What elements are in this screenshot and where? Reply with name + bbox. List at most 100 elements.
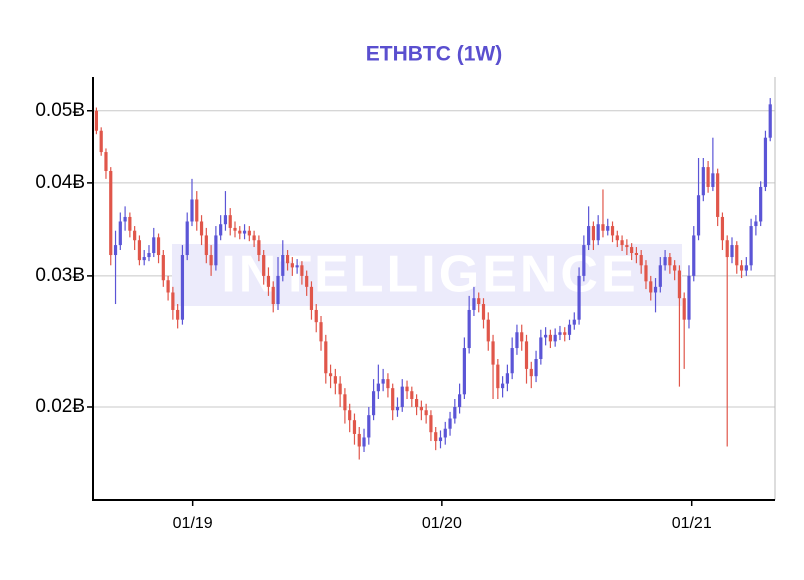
candle-body <box>759 186 763 222</box>
candle-body <box>668 257 672 266</box>
candle-body <box>104 152 108 171</box>
candle-body <box>744 265 748 271</box>
candle-body <box>367 415 371 438</box>
candle-body <box>185 221 189 256</box>
candle-body <box>548 334 552 342</box>
candle-body <box>615 235 619 241</box>
candle-body <box>405 386 409 392</box>
candle-body <box>314 309 318 323</box>
candle-body <box>563 332 567 335</box>
candle-body <box>362 437 366 447</box>
candle-body <box>716 173 720 217</box>
candle-body <box>467 309 471 349</box>
candle-body <box>242 230 247 234</box>
watermark-band <box>172 244 682 306</box>
candle-body <box>725 240 729 258</box>
candle-body <box>739 265 744 271</box>
candle-body <box>233 227 237 231</box>
candle-body <box>419 406 423 411</box>
candle-body <box>486 319 490 342</box>
candle-body <box>754 221 758 227</box>
candle-body <box>223 215 228 225</box>
candle-body <box>118 221 122 246</box>
candle-body <box>663 257 667 266</box>
candle-body <box>190 199 194 222</box>
candle-body <box>505 373 509 384</box>
candle-body <box>749 226 753 266</box>
candle-body <box>496 364 500 389</box>
candle-body <box>319 322 323 342</box>
candle-body <box>195 199 199 222</box>
candle-body <box>247 230 251 236</box>
candle-body <box>147 253 151 258</box>
candle-body <box>324 341 328 374</box>
candle-body <box>343 394 347 411</box>
candle-body <box>591 226 596 241</box>
candle-body <box>768 104 772 138</box>
candle-body <box>601 224 605 231</box>
candle-body <box>687 275 691 320</box>
candle-body <box>214 235 218 266</box>
candle-body <box>281 255 285 276</box>
candle-body <box>677 270 682 299</box>
candle-body <box>587 226 591 246</box>
candle-body <box>290 263 294 268</box>
candle-body <box>128 216 132 231</box>
candle-body <box>381 379 385 384</box>
candle-body <box>209 255 213 266</box>
candle-body <box>434 432 438 442</box>
candle-body <box>596 224 600 241</box>
candle-body <box>252 235 256 241</box>
candle-body <box>171 292 175 310</box>
candle-body <box>309 286 314 310</box>
candle-body <box>357 433 361 447</box>
candle-body <box>156 237 161 256</box>
candle-body <box>395 406 400 411</box>
candle-body <box>458 394 462 407</box>
candle-body <box>730 245 734 258</box>
candle-body <box>352 420 357 434</box>
candle-body <box>328 373 333 377</box>
candle-body <box>735 245 739 266</box>
candle-body <box>257 240 261 256</box>
candle-body <box>180 255 185 320</box>
candle-body <box>520 332 524 342</box>
candle-body <box>137 240 142 261</box>
candle-body <box>453 406 457 419</box>
candle-body <box>653 286 658 293</box>
candle-body <box>682 298 686 320</box>
candle-body <box>639 255 643 266</box>
candle-body <box>620 240 624 246</box>
candle-body <box>448 418 452 429</box>
candle-body <box>333 376 337 384</box>
x-tick-label: 01/21 <box>672 515 712 532</box>
candle-body <box>142 257 146 261</box>
candle-body <box>539 337 543 360</box>
candle-body <box>262 255 266 276</box>
candle-body <box>429 415 433 433</box>
candle-body <box>285 255 290 264</box>
chart-title: ETHBTC (1W) <box>366 43 502 66</box>
candle-body <box>673 265 677 271</box>
candle-body <box>606 226 610 231</box>
candle-body <box>477 298 481 305</box>
y-tick-label: 0.04Ƀ <box>35 172 85 193</box>
candle-body <box>199 221 204 236</box>
candle-body <box>558 332 562 335</box>
candle-body <box>625 245 629 248</box>
y-tick-label: 0.03Ƀ <box>35 265 85 286</box>
candle-body <box>271 286 275 305</box>
candle-body <box>94 110 99 131</box>
candle-body <box>515 332 519 349</box>
candle-body <box>219 224 223 236</box>
candle-body <box>386 379 390 389</box>
candle-body <box>276 275 280 305</box>
candle-body <box>696 195 701 236</box>
candle-body <box>706 167 710 187</box>
candle-body <box>438 437 443 442</box>
candle-body <box>348 410 352 421</box>
candle-body <box>711 173 715 187</box>
candle-body <box>634 253 639 256</box>
candle-body <box>644 265 648 282</box>
candle-body <box>501 383 505 389</box>
